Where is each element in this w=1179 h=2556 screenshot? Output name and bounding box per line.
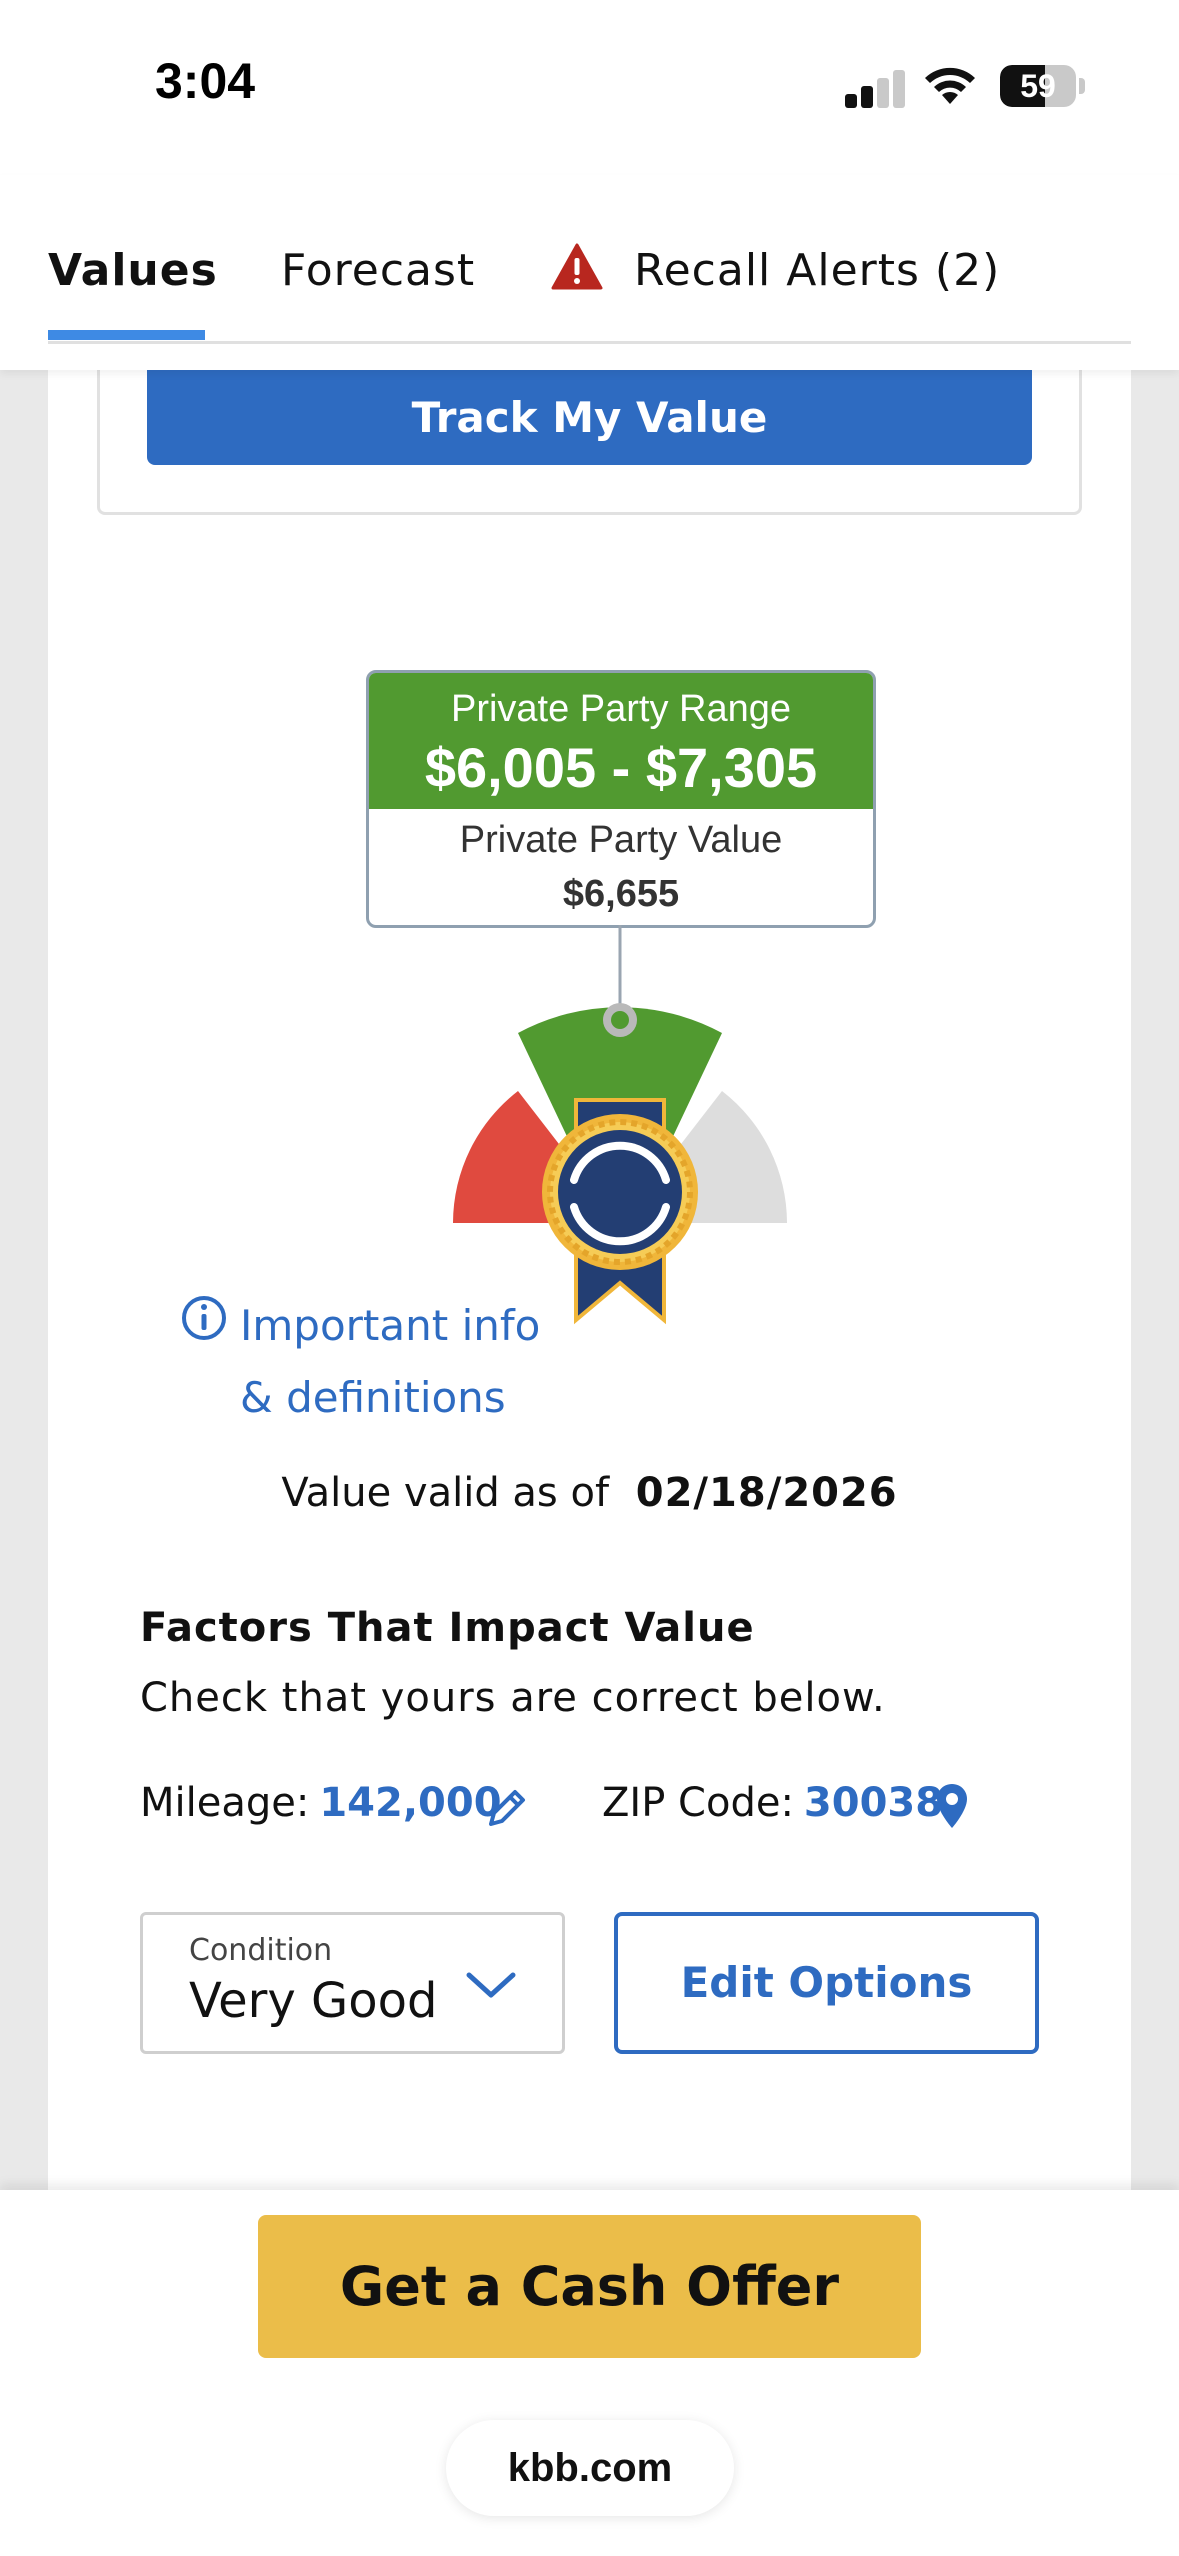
private-party-range-header: Private Party Range $6,005 - $7,305: [369, 673, 873, 809]
mileage-value[interactable]: 142,000: [319, 1780, 502, 1826]
valid-label: Value valid as of: [281, 1470, 610, 1516]
edit-options-button[interactable]: Edit Options: [614, 1912, 1039, 2054]
get-cash-offer-button[interactable]: Get a Cash Offer: [258, 2215, 921, 2358]
pencil-edit-icon[interactable]: [485, 1786, 529, 1830]
zip-label: ZIP Code:: [602, 1780, 794, 1826]
mileage-label: Mileage:: [140, 1780, 310, 1826]
kbb-seal-icon: [542, 1114, 698, 1270]
warning-icon: [551, 243, 603, 290]
battery-level: 59: [1020, 68, 1056, 104]
active-tab-indicator: [48, 330, 205, 340]
tab-recall-alerts[interactable]: Recall Alerts (2): [634, 245, 1001, 296]
info-icon[interactable]: [180, 1294, 228, 1342]
cellular-signal-icon: [845, 70, 905, 108]
valid-date: 02/18/2026: [635, 1470, 898, 1516]
tab-bar: Values Forecast Recall Alerts (2): [0, 175, 1179, 370]
wifi-icon: [925, 67, 975, 104]
important-info-link[interactable]: Important info & definitions: [240, 1290, 620, 1434]
track-my-value-button[interactable]: Track My Value: [147, 370, 1032, 465]
important-info-line-2: & definitions: [240, 1373, 506, 1422]
valid-as-of: Value valid as of 02/18/2026: [0, 1470, 1179, 1516]
tab-forecast[interactable]: Forecast: [281, 245, 476, 296]
battery-nub: [1079, 78, 1085, 94]
location-pin-icon[interactable]: [935, 1782, 969, 1830]
zip-row[interactable]: ZIP Code: 30038: [602, 1780, 943, 1826]
condition-select[interactable]: Condition Very Good: [140, 1912, 565, 2054]
private-party-value-label: Private Party Value: [459, 819, 783, 861]
zip-value[interactable]: 30038: [803, 1780, 944, 1826]
condition-value: Very Good: [189, 1973, 438, 2029]
condition-label: Condition: [189, 1933, 333, 1968]
private-party-value: $6,655: [562, 873, 680, 915]
valuation-box: Private Party Range $6,005 - $7,305 Priv…: [366, 670, 876, 928]
value-gauge: [453, 925, 787, 1325]
range-value: $6,005 - $7,305: [424, 736, 818, 799]
tab-values[interactable]: Values: [48, 245, 218, 296]
browser-url-pill[interactable]: kbb.com: [446, 2420, 734, 2516]
factors-subtitle: Check that yours are correct below.: [140, 1675, 886, 1721]
battery-icon: 59: [1000, 65, 1076, 107]
factors-title: Factors That Impact Value: [140, 1605, 755, 1651]
chevron-down-icon: [466, 1972, 516, 1998]
important-info-line-1: Important info: [240, 1301, 541, 1350]
status-time: 3:04: [155, 53, 256, 109]
tab-divider: [48, 341, 1131, 344]
status-bar: 3:04 59: [0, 0, 1179, 175]
mileage-row[interactable]: Mileage: 142,000: [140, 1780, 502, 1826]
range-label: Private Party Range: [450, 688, 792, 730]
